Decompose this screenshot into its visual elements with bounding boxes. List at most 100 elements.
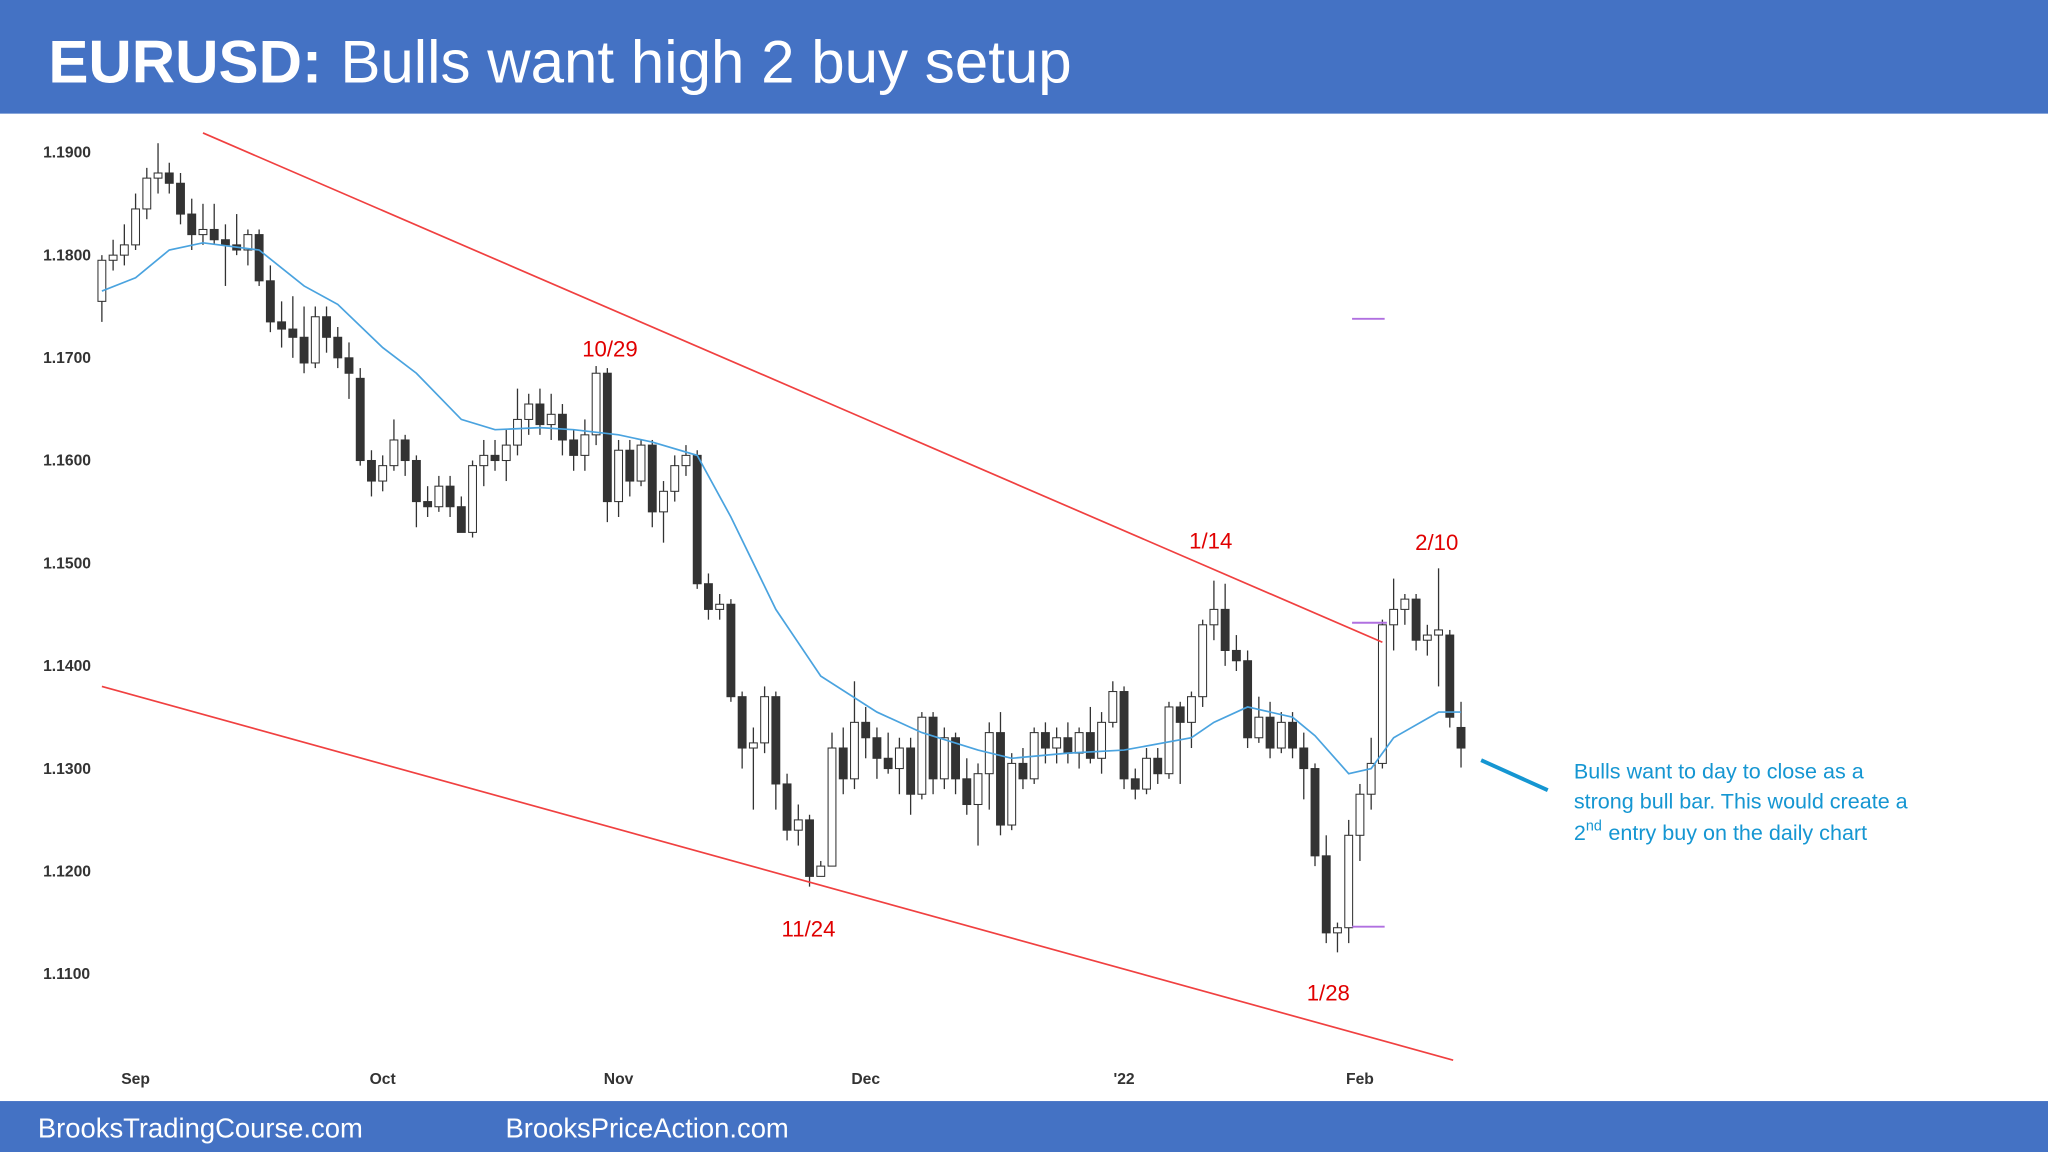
candle-body [827, 747, 837, 867]
candle-body [760, 696, 770, 744]
candle-body [1321, 855, 1331, 934]
candle-body [1040, 732, 1050, 749]
candle-body [1231, 649, 1241, 662]
candle-body [602, 372, 612, 503]
candle-body [681, 454, 691, 467]
candle-body [1164, 706, 1174, 775]
y-tick-label: 1.1700 [43, 350, 91, 367]
candle-body [1153, 757, 1163, 775]
candle-body [737, 696, 747, 749]
candle-body [1063, 737, 1073, 754]
candle-body [996, 732, 1005, 826]
candle-body [456, 506, 466, 533]
x-tick-label: Feb [1346, 1071, 1374, 1088]
candle-body [1254, 716, 1264, 739]
annotation: 10/29 [582, 337, 638, 362]
candle-body [748, 742, 758, 749]
candle-body [805, 819, 814, 877]
candle-body [726, 603, 736, 698]
footer-text: BrooksPriceAction.com [505, 1113, 788, 1144]
candle-body [647, 444, 657, 513]
candle-body [389, 439, 399, 467]
candle-body [299, 336, 309, 364]
candle-body [1400, 598, 1410, 610]
candle-body [1411, 598, 1421, 641]
candle-body [310, 316, 320, 364]
x-tick-label: Oct [370, 1071, 397, 1088]
candle-body [1119, 691, 1129, 780]
candle-body [97, 259, 107, 302]
x-tick-label: Nov [604, 1071, 634, 1088]
header-band [0, 0, 2048, 114]
candle-body [1389, 608, 1399, 626]
candle-body [1052, 737, 1062, 749]
candle-body [479, 454, 489, 467]
candle-body [333, 336, 343, 359]
candle-body [400, 439, 410, 462]
candle-body [108, 254, 118, 261]
candle-body [1310, 768, 1320, 857]
candle-body [164, 172, 174, 184]
note-line: strong bull bar. This would create a [1574, 788, 1908, 813]
y-tick-label: 1.1200 [43, 863, 91, 880]
candle-body [1288, 721, 1297, 749]
candle-body [1220, 608, 1230, 651]
candle-body [1209, 608, 1219, 626]
title: EURUSD: Bulls want high 2 buy setup [48, 28, 1071, 95]
y-tick-label: 1.1900 [43, 145, 91, 162]
candle-body [513, 418, 522, 446]
title-text: Bulls want high 2 buy setup [340, 28, 1071, 95]
title-lead: EURUSD: [48, 28, 322, 95]
candle-body [771, 696, 781, 785]
candle-body [861, 721, 871, 739]
candle-body [411, 459, 421, 503]
candle-body [378, 465, 388, 482]
candle-body [1377, 624, 1387, 764]
annotation: 1/28 [1307, 980, 1350, 1005]
candle-body [501, 444, 511, 462]
candle-body [894, 747, 904, 770]
candle-body [838, 747, 848, 780]
trendline [202, 132, 1383, 644]
moving-average [101, 241, 1462, 775]
candle-body [636, 444, 646, 482]
note-text: entry buy on the daily chart [1608, 820, 1867, 845]
candle-body [580, 434, 590, 456]
trendline [101, 685, 1454, 1061]
candle-body [119, 244, 129, 256]
candle-body [1097, 721, 1107, 759]
candle-body [434, 485, 444, 508]
y-tick-label: 1.1300 [43, 761, 91, 778]
candle-body [1422, 634, 1432, 641]
y-tick-label: 1.1800 [43, 247, 91, 264]
candle-body [928, 716, 938, 780]
candle-body [131, 208, 141, 246]
candle-body [198, 228, 208, 236]
candle-body [1085, 732, 1095, 759]
callout-line [1480, 758, 1549, 792]
x-tick-label: '22 [1113, 1071, 1134, 1088]
candle-body [1265, 716, 1275, 749]
y-tick-label: 1.1600 [43, 453, 91, 470]
candle-body [872, 737, 882, 759]
candle-body [1333, 927, 1342, 934]
candle-body [557, 413, 567, 441]
candle-body [1187, 696, 1196, 723]
candle-body [1456, 726, 1466, 749]
candle-body [715, 603, 725, 610]
candle-body [277, 321, 287, 330]
candle-body [546, 413, 556, 426]
candle-body [524, 403, 534, 420]
candle-body [243, 234, 253, 251]
candle-body [962, 778, 972, 806]
note-superscript: nd [1586, 819, 1602, 835]
candle-body [939, 737, 949, 780]
candle-body [973, 773, 983, 806]
candle-body [468, 465, 477, 533]
note-line: Bulls want to day to close as a [1574, 758, 1864, 783]
y-tick-label: 1.1400 [43, 658, 91, 675]
annotation: 11/24 [782, 916, 836, 941]
candle-body [614, 449, 624, 503]
candle-body [265, 280, 275, 323]
